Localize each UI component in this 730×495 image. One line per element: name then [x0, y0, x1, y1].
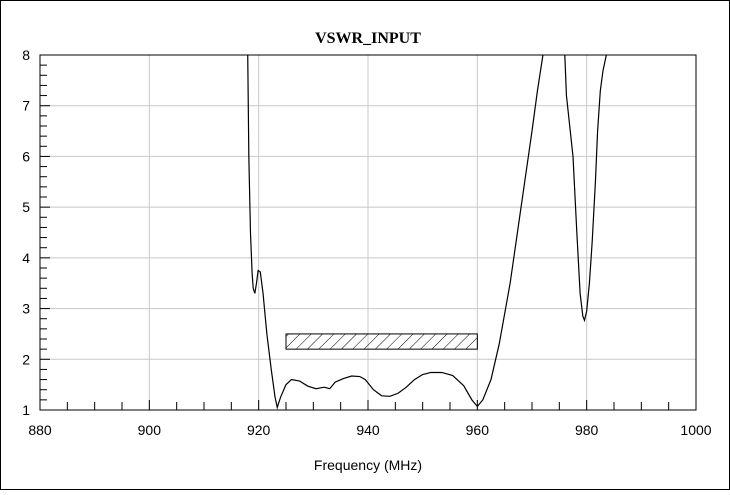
x-tick-label: 980 [575, 422, 599, 438]
grid-lines [40, 55, 696, 410]
y-tick-label: 8 [22, 47, 30, 63]
y-tick-label: 5 [22, 199, 30, 215]
annotations [285, 333, 478, 350]
y-tick-label: 4 [22, 250, 30, 266]
series-group [247, 55, 607, 410]
y-tick-label: 6 [22, 148, 30, 164]
x-axis-label: Frequency (MHz) [314, 457, 422, 473]
axes: 880 900 920 940 960 980 1000 1 2 3 4 5 6 7 8 [22, 47, 712, 438]
x-tick-label: 920 [247, 422, 271, 438]
x-tick-label: 940 [356, 422, 380, 438]
spec-mask-band [285, 333, 478, 350]
x-tick-label: 880 [28, 422, 52, 438]
vswr-series-line [564, 55, 607, 323]
chart-title: VSWR_INPUT [315, 30, 421, 47]
vswr-series-line [247, 55, 544, 410]
x-tick-label: 1000 [680, 422, 711, 438]
x-tick-label: 960 [466, 422, 490, 438]
x-tick-label: 900 [138, 422, 162, 438]
y-tick-label: 3 [22, 301, 30, 317]
y-tick-label: 7 [22, 98, 30, 114]
y-tick-label: 2 [22, 351, 30, 367]
y-tick-label: 1 [22, 402, 30, 418]
